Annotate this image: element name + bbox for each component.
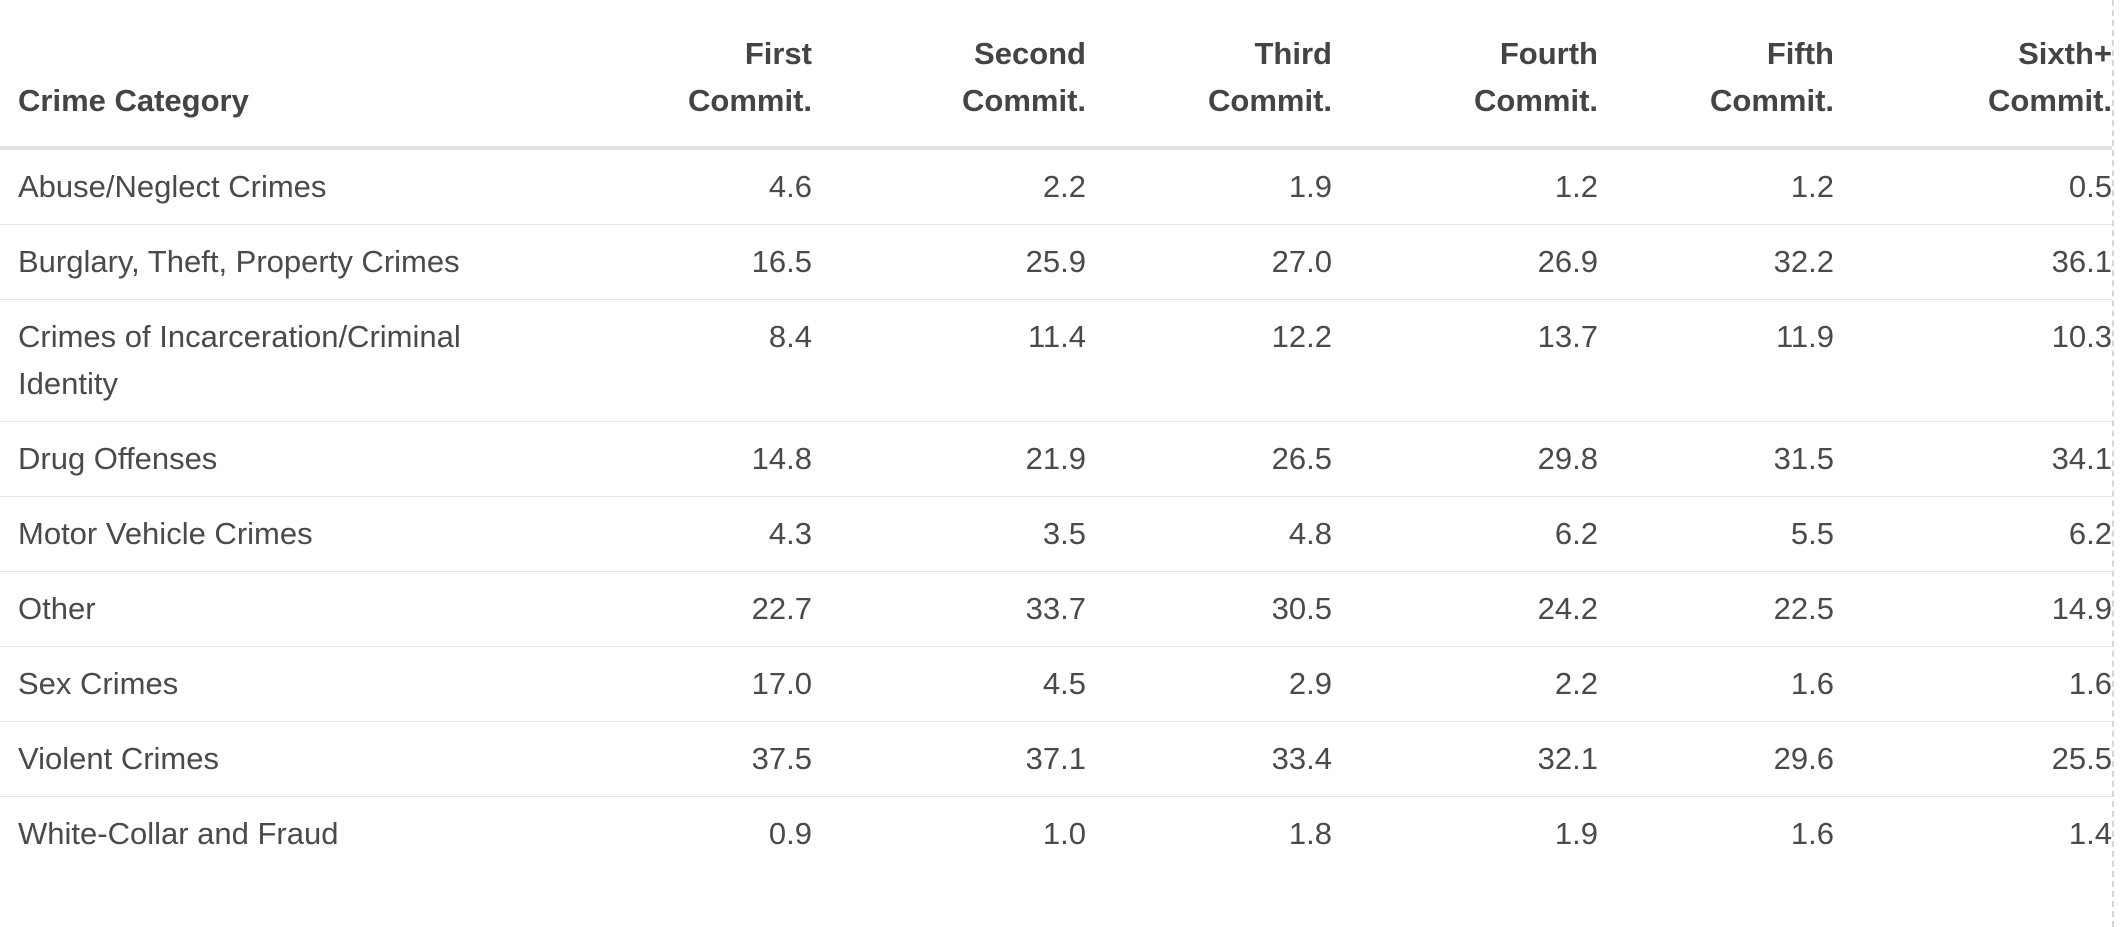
- value-cell: 2.9: [1086, 646, 1332, 722]
- value-cell: 10.3: [1834, 299, 2112, 422]
- value-cell: 11.4: [812, 299, 1086, 422]
- value-cell: 29.8: [1332, 421, 1598, 497]
- crime-category-cell: Violent Crimes: [0, 721, 540, 797]
- value-cell: 33.4: [1086, 721, 1332, 797]
- crime-category-cell: Burglary, Theft, Property Crimes: [0, 224, 540, 300]
- value-cell: 1.2: [1332, 148, 1598, 225]
- crime-category-cell: Other: [0, 571, 540, 647]
- header-row: Crime Category First Commit. Second Commit…: [0, 0, 2112, 150]
- value-cell: 25.9: [812, 224, 1086, 300]
- value-cell: 1.6: [1834, 646, 2112, 722]
- value-cell: 1.9: [1554, 816, 1598, 851]
- crime-category-cell: Motor Vehicle Crimes: [0, 496, 540, 572]
- value-cell: 13.7: [1332, 299, 1598, 422]
- value-cell: 4.3: [540, 496, 812, 572]
- table-row: Motor Vehicle Crimes 4.3 3.5 4.8 6.2 5.5 6.2: [0, 496, 2112, 572]
- value-cell: 32.1: [1332, 721, 1598, 797]
- value-cell: 1.0: [1042, 816, 1086, 851]
- table-row: Crimes of Incarceration/Criminal Identit…: [0, 299, 2112, 422]
- column-header-crime-category: Crime Category: [0, 0, 540, 150]
- column-header-sixth-plus-commit: Sixth+ Commit.: [1834, 0, 2112, 150]
- value-cell: 24.2: [1332, 571, 1598, 647]
- value-cell: 4.6: [540, 148, 812, 225]
- table-row: White-Collar and Fraud 0.9 1.0 1.8 1.9 1.6 1.4: [0, 797, 2112, 872]
- table-row: Burglary, Theft, Property Crimes 16.5 25.9…: [0, 224, 2112, 300]
- value-cell: 1.8: [1288, 816, 1332, 851]
- value-cell: 5.5: [1598, 496, 1834, 572]
- value-cell: 33.7: [812, 571, 1086, 647]
- table-row: Violent Crimes 37.5 37.1 33.4 32.1 29.6 25.5: [0, 721, 2112, 797]
- value-cell: 0.9: [768, 816, 812, 851]
- value-cell: 14.9: [1834, 571, 2112, 647]
- crime-category-cell: Drug Offenses: [0, 421, 540, 497]
- column-header-third-commit: Third Commit.: [1086, 0, 1332, 150]
- value-cell: 1.4: [2068, 816, 2112, 851]
- crime-category-table: Crime Category First Commit. Second Commit…: [0, 0, 2112, 871]
- value-cell: 3.5: [812, 496, 1086, 572]
- value-cell: 27.0: [1086, 224, 1332, 300]
- table-row: Abuse/Neglect Crimes 4.6 2.2 1.9 1.2 1.2 0.5: [0, 148, 2112, 225]
- value-cell: 22.7: [540, 571, 812, 647]
- value-cell: 34.1: [1834, 421, 2112, 497]
- value-cell: 16.5: [540, 224, 812, 300]
- value-cell: 37.1: [812, 721, 1086, 797]
- value-cell: 1.2: [1598, 148, 1834, 225]
- value-cell: 1.9: [1086, 148, 1332, 225]
- value-cell: 6.2: [1332, 496, 1598, 572]
- column-header-second-commit: Second Commit.: [812, 0, 1086, 150]
- value-cell: 29.6: [1598, 721, 1834, 797]
- value-cell: 37.5: [540, 721, 812, 797]
- table-row: Drug Offenses 14.8 21.9 26.5 29.8 31.5 34.1: [0, 421, 2112, 497]
- value-cell: 36.1: [1834, 224, 2112, 300]
- value-cell: 0.5: [1834, 148, 2112, 225]
- value-cell: 26.5: [1086, 421, 1332, 497]
- value-cell: 14.8: [540, 421, 812, 497]
- crime-category-cell: Crimes of Incarceration/Criminal Identit…: [0, 299, 540, 422]
- table-header: Crime Category First Commit. Second Commit…: [0, 0, 2112, 150]
- value-cell: 1.6: [1790, 816, 1834, 851]
- value-cell: 17.0: [540, 646, 812, 722]
- value-cell: 25.5: [1834, 721, 2112, 797]
- value-cell: 31.5: [1598, 421, 1834, 497]
- value-cell: 4.5: [812, 646, 1086, 722]
- column-header-fifth-commit: Fifth Commit.: [1598, 0, 1834, 150]
- value-cell: 2.2: [1332, 646, 1598, 722]
- value-cell: 26.9: [1332, 224, 1598, 300]
- value-cell: 12.2: [1086, 299, 1332, 422]
- value-cell: 32.2: [1598, 224, 1834, 300]
- column-header-first-commit: First Commit.: [540, 0, 812, 150]
- table-row: Other 22.7 33.7 30.5 24.2 22.5 14.9: [0, 571, 2112, 647]
- table-body: Abuse/Neglect Crimes 4.6 2.2 1.9 1.2 1.2 0.5 Bu…: [0, 148, 2112, 871]
- value-cell: 1.6: [1598, 646, 1834, 722]
- value-cell: 8.4: [540, 299, 812, 422]
- crime-category-cell: Sex Crimes: [0, 646, 540, 722]
- column-header-fourth-commit: Fourth Commit.: [1332, 0, 1598, 150]
- value-cell: 30.5: [1086, 571, 1332, 647]
- crime-category-cell: Abuse/Neglect Crimes: [0, 148, 540, 225]
- value-cell: 22.5: [1598, 571, 1834, 647]
- value-cell: 6.2: [1834, 496, 2112, 572]
- value-cell: 11.9: [1598, 299, 1834, 422]
- value-cell: 2.2: [812, 148, 1086, 225]
- value-cell: 4.8: [1086, 496, 1332, 572]
- table-row: Sex Crimes 17.0 4.5 2.9 2.2 1.6 1.6: [0, 646, 2112, 722]
- crime-category-cell: White-Collar and Fraud: [18, 816, 339, 851]
- value-cell: 21.9: [812, 421, 1086, 497]
